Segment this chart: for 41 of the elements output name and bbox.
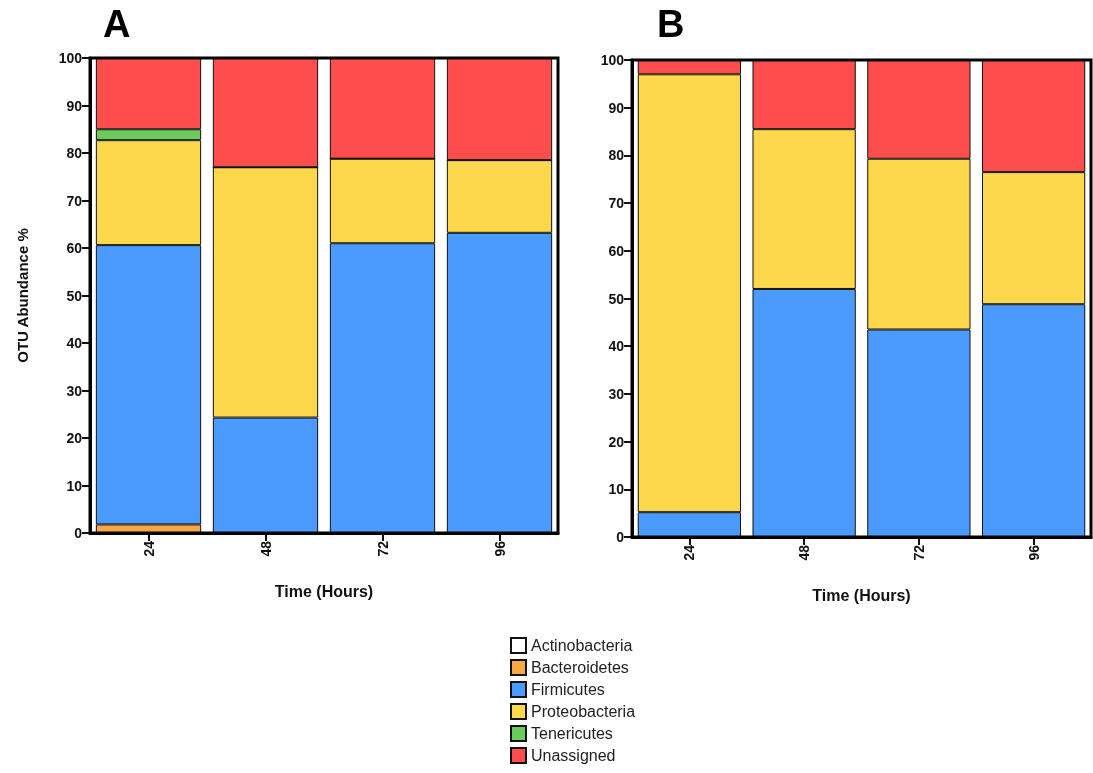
y-tick-label: 0 xyxy=(74,525,83,541)
legend-label: Unassigned xyxy=(531,747,616,764)
x-tick-label: 24 xyxy=(140,540,157,557)
legend-label: Tenericutes xyxy=(531,725,613,742)
y-tick-label: 10 xyxy=(66,477,83,494)
y-tick-label: 20 xyxy=(608,433,625,450)
y-tick-label: 60 xyxy=(66,240,83,256)
x-axis-title: Time (Hours) xyxy=(812,586,911,604)
chart-title: B xyxy=(657,3,685,45)
x-tick-label: 96 xyxy=(1025,544,1042,561)
y-tick-label: 40 xyxy=(66,335,83,351)
y-tick-label: 90 xyxy=(608,99,625,116)
chart-title: A xyxy=(103,3,131,45)
y-tick-label: 70 xyxy=(66,192,83,209)
legend-label: Firmicutes xyxy=(531,681,605,698)
x-tick-label: 48 xyxy=(796,544,813,561)
y-tick-label: 50 xyxy=(66,287,83,304)
y-tick-label: 90 xyxy=(66,97,83,114)
y-tick-label: 80 xyxy=(66,145,83,161)
y-tick-label: 40 xyxy=(608,338,625,355)
x-tick-label: 72 xyxy=(374,540,391,557)
legend-label: Actinobacteria xyxy=(531,637,633,654)
x-axis-title: Time (Hours) xyxy=(274,582,374,600)
y-tick-label: 10 xyxy=(608,481,625,498)
x-tick-label: 72 xyxy=(910,544,927,561)
y-tick-label: 60 xyxy=(608,242,625,259)
y-tick-label: 30 xyxy=(66,382,83,399)
legend-label: Proteobacteria xyxy=(531,703,636,720)
y-tick-label: 100 xyxy=(600,52,625,68)
y-tick-label: 0 xyxy=(616,529,625,545)
x-tick-label: 96 xyxy=(491,540,508,557)
legend-label: Bacteroidetes xyxy=(531,659,629,676)
y-tick-label: 20 xyxy=(66,430,83,446)
x-tick-label: 24 xyxy=(681,544,698,561)
y-tick-label: 80 xyxy=(608,147,625,164)
y-axis-title: OTU Abundance % xyxy=(14,228,31,363)
x-tick-label: 48 xyxy=(257,540,274,557)
y-tick-label: 70 xyxy=(608,195,625,212)
y-tick-label: 50 xyxy=(608,290,625,307)
y-tick-label: 30 xyxy=(608,385,625,402)
y-tick-label: 100 xyxy=(58,50,83,66)
